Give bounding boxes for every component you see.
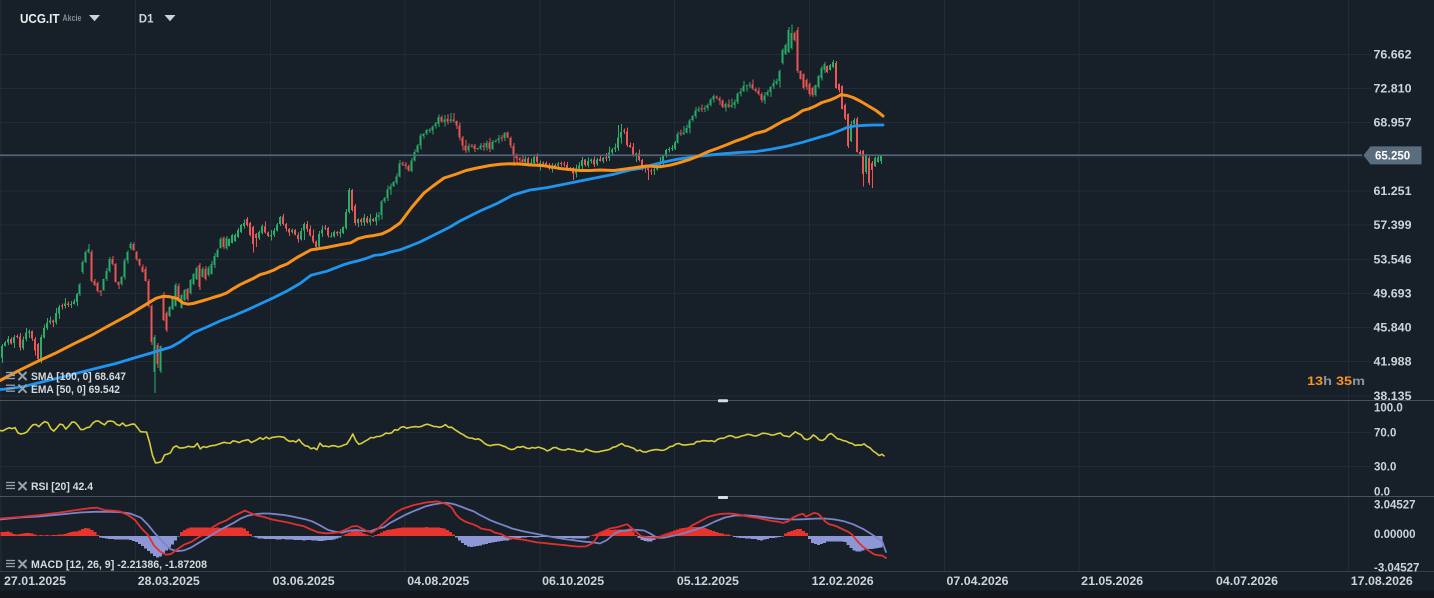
- svg-text:MACD [12, 26, 9] -2.21386, -1: MACD [12, 26, 9] -2.21386, -1.87208: [31, 559, 207, 571]
- svg-text:70.0: 70.0: [1374, 427, 1396, 439]
- svg-text:57.399: 57.399: [1374, 220, 1412, 232]
- svg-text:30.0: 30.0: [1374, 461, 1396, 473]
- svg-text:21.05.2026: 21.05.2026: [1081, 576, 1143, 588]
- svg-text:UCG.IT: UCG.IT: [20, 12, 60, 26]
- svg-text:13h 35m: 13 h 35 m: [1307, 374, 1365, 388]
- svg-text:65.250: 65.250: [1375, 151, 1410, 163]
- svg-text:05.12.2025: 05.12.2025: [677, 576, 740, 588]
- svg-text:49.693: 49.693: [1374, 288, 1412, 300]
- svg-text:EMA [50, 0] 69.542: EMA [50, 0] 69.542: [31, 384, 120, 396]
- svg-text:72.810: 72.810: [1374, 84, 1412, 96]
- svg-text:53.546: 53.546: [1374, 254, 1412, 266]
- svg-text:27.01.2025: 27.01.2025: [4, 576, 67, 588]
- svg-text:76.662: 76.662: [1374, 49, 1412, 61]
- svg-text:RSI [20] 42.4: RSI [20] 42.4: [31, 481, 94, 493]
- svg-text:-3.04527: -3.04527: [1374, 562, 1419, 574]
- svg-text:41.988: 41.988: [1374, 357, 1413, 369]
- svg-text:03.06.2025: 03.06.2025: [273, 576, 336, 588]
- svg-text:04.07.2026: 04.07.2026: [1216, 576, 1278, 588]
- svg-text:12.02.2026: 12.02.2026: [812, 576, 874, 588]
- svg-text:04.08.2025: 04.08.2025: [407, 576, 470, 588]
- svg-text:3.04527: 3.04527: [1374, 500, 1416, 512]
- svg-text:0.00000: 0.00000: [1374, 529, 1416, 541]
- svg-text:100.0: 100.0: [1374, 403, 1403, 415]
- svg-text:61.251: 61.251: [1374, 186, 1413, 198]
- svg-text:17.08.2026: 17.08.2026: [1351, 576, 1413, 588]
- svg-text:0.0: 0.0: [1374, 487, 1390, 499]
- svg-text:06.10.2025: 06.10.2025: [542, 576, 605, 588]
- svg-text:07.04.2026: 07.04.2026: [947, 576, 1009, 588]
- svg-text:D1: D1: [139, 14, 154, 26]
- svg-text:Akcie: Akcie: [63, 13, 82, 24]
- svg-text:45.840: 45.840: [1374, 323, 1412, 335]
- svg-text:38.135: 38.135: [1374, 391, 1413, 403]
- svg-text:68.957: 68.957: [1374, 118, 1412, 130]
- svg-text:28.03.2025: 28.03.2025: [138, 576, 201, 588]
- svg-text:SMA [100, 0] 68.647: SMA [100, 0] 68.647: [31, 371, 126, 383]
